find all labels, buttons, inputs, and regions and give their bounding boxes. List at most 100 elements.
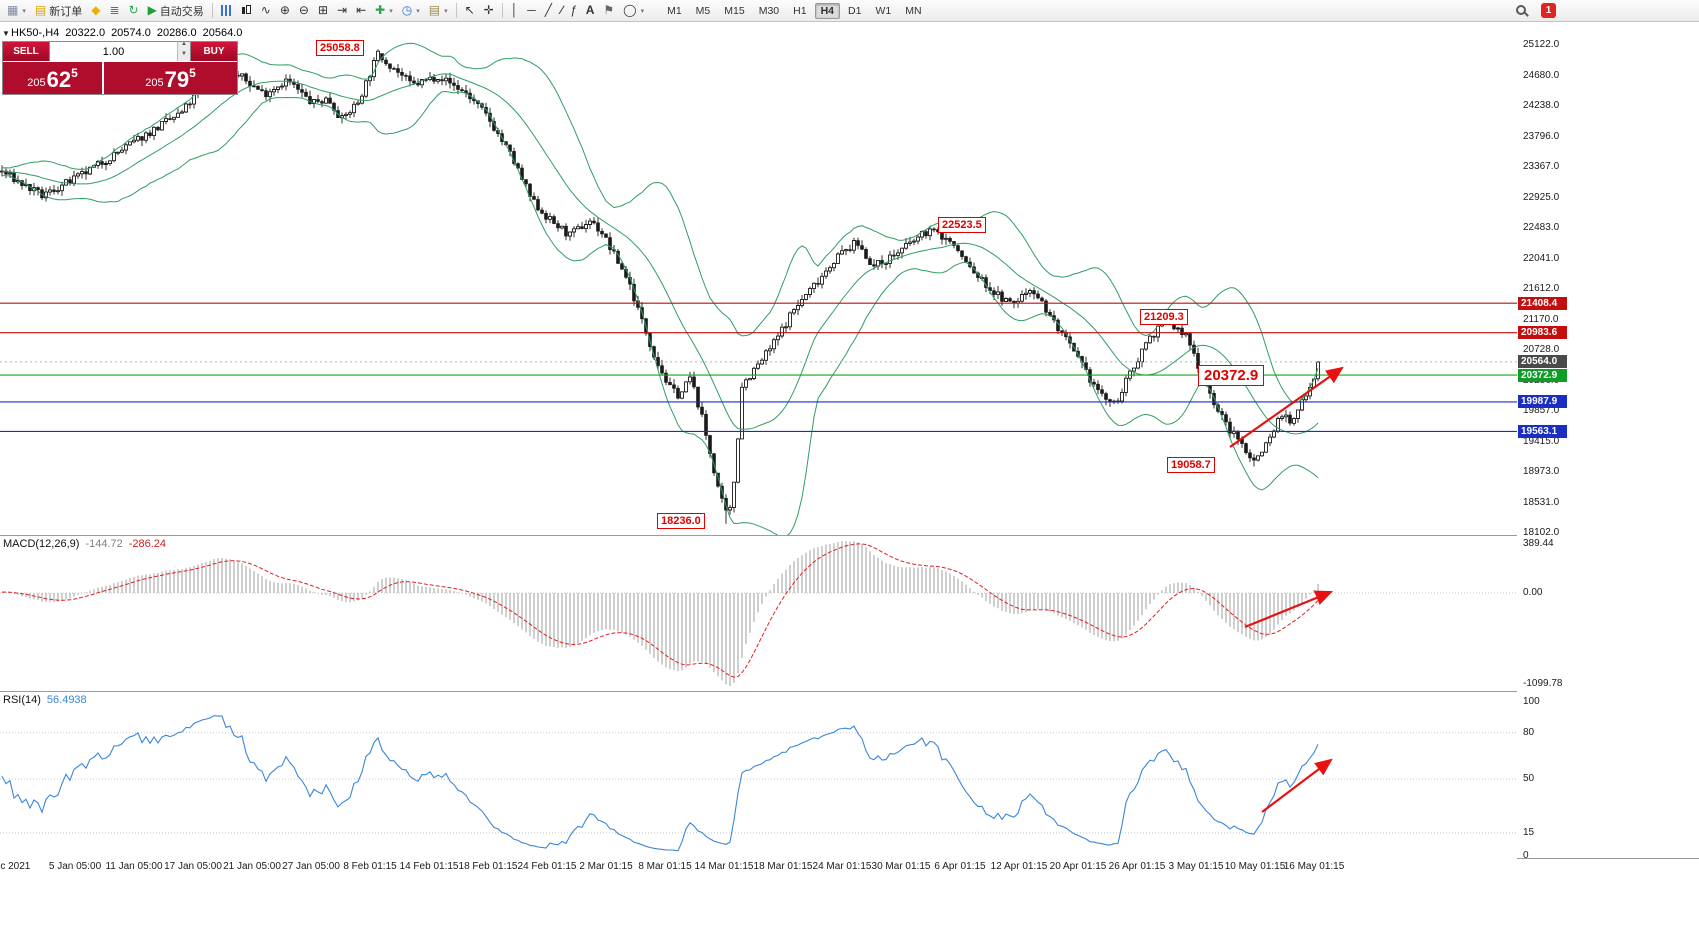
chevron-down-icon: ▾ <box>444 7 448 15</box>
refresh-button[interactable]: ↻ <box>125 1 143 20</box>
volume-decrease-button[interactable]: ▼ <box>178 51 190 61</box>
time-axis-label: 8 Mar 01:15 <box>638 861 692 872</box>
trend-arrow-rsi[interactable] <box>1261 758 1333 813</box>
auto-scroll-button[interactable]: ⇥ <box>333 1 351 20</box>
trend-arrow-macd[interactable] <box>1244 590 1334 629</box>
timeframe-button-M15[interactable]: M15 <box>724 4 745 17</box>
time-axis-label: 2 Mar 01:15 <box>579 861 633 872</box>
volume-field: ▲ ▼ <box>49 41 191 61</box>
rsi-line <box>1 715 1319 852</box>
timeframe-button-D1[interactable]: D1 <box>848 4 862 17</box>
macd-header: MACD(12,26,9) -144.72 -286.24 <box>3 538 166 550</box>
vertical-line-button[interactable]: │ <box>507 1 523 20</box>
one-click-collapse-icon[interactable]: ▼ <box>2 29 10 38</box>
shapes-button[interactable]: ◯ ▾ <box>619 1 648 20</box>
bar-chart-button[interactable] <box>217 1 236 20</box>
tile-windows-button[interactable]: ⊞ <box>314 1 332 20</box>
chevron-down-icon: ▾ <box>22 7 26 15</box>
clock-icon: ◷ <box>401 3 413 17</box>
periods-button[interactable]: ◷ ▾ <box>398 1 424 20</box>
new-order-button[interactable]: ▤ 新订单 <box>31 1 86 20</box>
metaquotes-button[interactable]: ◆ <box>87 1 104 20</box>
trend-arrow-price[interactable] <box>1229 366 1344 448</box>
crosshair-icon: ✛ <box>483 3 494 17</box>
indicators-button[interactable]: ✚ ▾ <box>371 1 397 20</box>
price-axis[interactable]: 25122.0 24680.0 24238.0 23796.0 23367.0 22925… <box>1517 22 1699 861</box>
price-tick-label: 24238.0 <box>1523 100 1560 112</box>
buy-button[interactable]: BUY <box>191 42 237 61</box>
one-click-price-row: 205 62 5 205 79 5 <box>3 61 237 94</box>
price-tick-label: 21612.0 <box>1523 283 1560 294</box>
zoom-out-button[interactable]: ⊖ <box>295 1 313 20</box>
candlestick-chart-button[interactable] <box>237 1 256 20</box>
sell-price-display[interactable]: 205 62 5 <box>3 62 102 94</box>
diamond-icon: ◆ <box>91 3 101 17</box>
time-axis-label: 27 Jan 05:00 <box>282 861 340 872</box>
time-axis-label: 24 Feb 01:15 <box>517 861 577 872</box>
chart-shift-icon: ⇤ <box>356 3 367 17</box>
timeframe-button-M1[interactable]: M1 <box>667 4 682 17</box>
chart-shift-button[interactable]: ⇤ <box>352 1 370 20</box>
templates-button[interactable]: ▤ ▾ <box>425 1 452 20</box>
trendline-button[interactable]: ╱ <box>541 1 556 20</box>
timeframe-toolbar: M1 M5 M15 M30 H1 H4 D1 W1 MN <box>661 2 927 19</box>
rsi-header: RSI(14) 56.4938 <box>3 694 87 706</box>
buy-price-display[interactable]: 205 79 5 <box>104 62 237 94</box>
market-depth-button[interactable]: ≣ <box>105 1 123 20</box>
notification-badge[interactable]: 1 <box>1541 3 1556 18</box>
flag-icon: ⚑ <box>603 3 615 17</box>
timeframe-button-MN[interactable]: MN <box>905 4 922 17</box>
timeframe-button-M30[interactable]: M30 <box>758 4 780 17</box>
text-button[interactable]: A <box>582 1 599 20</box>
bear-candles <box>4 53 1292 511</box>
search-icon[interactable] <box>1516 5 1526 15</box>
candle-wicks <box>1 49 1319 524</box>
indicators-plus-icon: ✚ <box>375 3 386 17</box>
time-axis-label: 26 Apr 01:15 <box>1108 861 1166 872</box>
rsi-axis-label: 80 <box>1523 726 1535 738</box>
main-price-panel[interactable] <box>0 42 1517 538</box>
autotrading-button[interactable]: ▶ 自动交易 <box>144 1 208 20</box>
zoom-out-icon: ⊖ <box>298 3 309 17</box>
fibonacci-button[interactable]: ƒ <box>566 1 581 20</box>
channel-button[interactable]: ∕∕ <box>557 1 565 20</box>
time-axis-label: 16 May 01:15 <box>1283 861 1345 872</box>
zoom-in-button[interactable]: ⊕ <box>276 1 294 20</box>
line-chart-button[interactable]: ∿ <box>257 1 275 20</box>
bollinger-lower-band[interactable] <box>1 90 1319 538</box>
cursor-icon: ↖ <box>464 3 475 17</box>
depth-icon: ≣ <box>109 3 120 17</box>
time-axis-label: 14 Mar 01:15 <box>694 861 754 872</box>
arrows-tool-button[interactable]: ⚑ <box>599 1 618 20</box>
chart-window-button[interactable]: ▦ ▾ <box>3 1 30 20</box>
new-order-icon: ▤ <box>34 3 47 17</box>
horizontal-line-button[interactable]: ─ <box>523 1 540 20</box>
time-axis-label: 30 Mar 01:15 <box>871 861 931 872</box>
timeframe-button-H1[interactable]: H1 <box>793 4 807 17</box>
ellipse-icon: ◯ <box>623 3 637 17</box>
crosshair-button[interactable]: ✛ <box>480 1 498 20</box>
timeframe-button-H4[interactable]: H4 <box>814 2 841 19</box>
macd-indicator-panel[interactable] <box>0 541 1517 686</box>
price-tag: 20983.6 <box>1518 326 1567 340</box>
buy-price-decimal: 5 <box>189 66 196 80</box>
bollinger-upper-band[interactable] <box>1 42 1319 404</box>
time-axis-label: 6 Apr 01:15 <box>934 861 986 872</box>
volume-stepper: ▲ ▼ <box>177 41 190 61</box>
bollinger-middle-band[interactable] <box>1 73 1319 435</box>
cursor-button[interactable]: ↖ <box>461 1 479 20</box>
timeframe-button-W1[interactable]: W1 <box>875 4 892 17</box>
time-axis-label: 24 Mar 01:15 <box>812 861 872 872</box>
rsi-indicator-panel[interactable] <box>0 715 1517 852</box>
volume-input[interactable] <box>50 42 177 61</box>
price-tag: 20564.0 <box>1518 355 1567 369</box>
open-value: 20322.0 <box>65 27 106 39</box>
price-tick-label: 22483.0 <box>1523 222 1560 234</box>
sell-button[interactable]: SELL <box>3 42 49 61</box>
price-tick-label: 23367.0 <box>1523 161 1560 172</box>
timeframe-button-M5[interactable]: M5 <box>695 4 711 17</box>
volume-increase-button[interactable]: ▲ <box>178 41 190 52</box>
